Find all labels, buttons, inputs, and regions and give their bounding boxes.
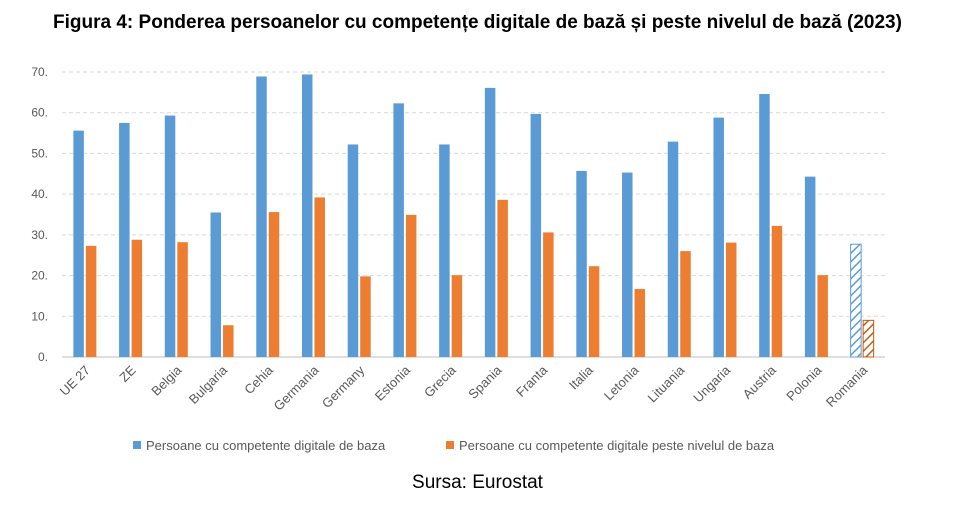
bar-above-basic-estonia xyxy=(405,214,417,357)
x-tick-label: Bulgaria xyxy=(186,362,231,407)
bars xyxy=(73,74,875,358)
x-tick-label: Italia xyxy=(566,362,597,393)
x-tick-label: Belgia xyxy=(148,362,185,399)
x-tick-label: Estonia xyxy=(372,362,414,404)
y-tick-label: 20. xyxy=(31,269,48,283)
bar-above-basic-spania xyxy=(497,199,508,357)
x-tick-label: Germania xyxy=(271,362,323,414)
bar-above-basic-cehia xyxy=(268,212,280,357)
bar-above-basic-polonia xyxy=(817,275,828,357)
x-tick-label: Ungaria xyxy=(690,362,733,405)
x-tick-label: UE 27 xyxy=(57,363,93,399)
bar-basic-germania xyxy=(301,74,313,357)
bar-basic-cehia xyxy=(256,76,267,357)
y-tick-label: 40. xyxy=(31,187,48,201)
legend-label: Persoane cu competente digitale peste ni… xyxy=(459,438,775,453)
x-tick-label: Franta xyxy=(513,362,551,400)
y-tick-label: 70. xyxy=(31,65,48,79)
x-tick-label: Letonia xyxy=(601,362,642,403)
bar-basic-bulgaria xyxy=(210,212,222,357)
x-tick-label: Lituania xyxy=(645,362,688,405)
bar-basic-estonia xyxy=(393,103,404,357)
bar-basic-ze xyxy=(119,122,130,358)
bar-above-basic-franta xyxy=(543,232,554,357)
bar-basic-lituania xyxy=(667,141,679,357)
bar-above-basic-ue-27 xyxy=(85,245,97,357)
x-tick-label: Grecia xyxy=(421,362,459,400)
x-tick-label: Polonia xyxy=(783,362,825,404)
x-tick-label: Romania xyxy=(823,362,871,410)
bar-above-basic-italia xyxy=(588,266,600,357)
bar-above-basic-austria xyxy=(771,225,783,357)
y-tick-label: 10. xyxy=(31,309,48,323)
y-tick-label: 50. xyxy=(31,146,48,160)
bar-basic-polonia xyxy=(804,176,816,357)
bar-above-basic-belgia xyxy=(177,242,188,357)
bar-basic-belgia xyxy=(164,115,176,357)
bar-basic-letonia xyxy=(622,172,633,357)
bar-above-basic-ze xyxy=(131,239,143,357)
x-tick-label: ZE xyxy=(116,362,139,385)
x-tick-label: Spania xyxy=(465,362,505,402)
bar-basic-romania xyxy=(850,243,862,358)
bar-above-basic-grecia xyxy=(451,275,463,357)
y-tick-label: 60. xyxy=(31,106,48,120)
x-tick-label: Cehia xyxy=(241,362,276,397)
legend: Persoane cu competente digitale de baza P… xyxy=(133,438,775,453)
bar-basic-ue-27 xyxy=(73,130,84,357)
gridlines xyxy=(62,71,885,358)
y-axis: 0. 10. 20. 30. 40. 50. 60. 70. xyxy=(31,65,48,364)
source-note: Sursa: Eurostat xyxy=(412,472,543,493)
bar-above-basic-letonia xyxy=(634,289,646,357)
bar-above-basic-germania xyxy=(314,197,325,357)
legend-swatch xyxy=(133,441,141,449)
legend-label: Persoane cu competente digitale de baza xyxy=(146,438,386,453)
bar-basic-grecia xyxy=(439,144,450,357)
bar-basic-spania xyxy=(484,87,496,357)
bar-basic-germany xyxy=(347,144,359,357)
legend-swatch xyxy=(446,441,454,449)
x-axis: UE 27 ZE Belgia Bulgaria CehiaGermaniaGerman… xyxy=(57,362,871,414)
chart-title: Figura 4: Ponderea persoanelor cu compet… xyxy=(53,12,902,33)
y-tick-label: 30. xyxy=(31,228,48,242)
bar-above-basic-ungaria xyxy=(725,242,737,357)
x-tick-label: Germany xyxy=(319,362,368,411)
bar-basic-austria xyxy=(759,93,770,357)
bar-above-basic-germany xyxy=(360,276,371,357)
bar-basic-ungaria xyxy=(713,117,724,357)
bar-above-basic-lituania xyxy=(680,251,691,357)
bar-basic-italia xyxy=(576,170,587,357)
x-tick-label: Austria xyxy=(740,362,780,402)
bar-basic-franta xyxy=(530,113,542,357)
y-tick-label: 0. xyxy=(38,350,48,364)
bar-above-basic-romania xyxy=(862,319,875,358)
bar-above-basic-bulgaria xyxy=(223,325,234,357)
